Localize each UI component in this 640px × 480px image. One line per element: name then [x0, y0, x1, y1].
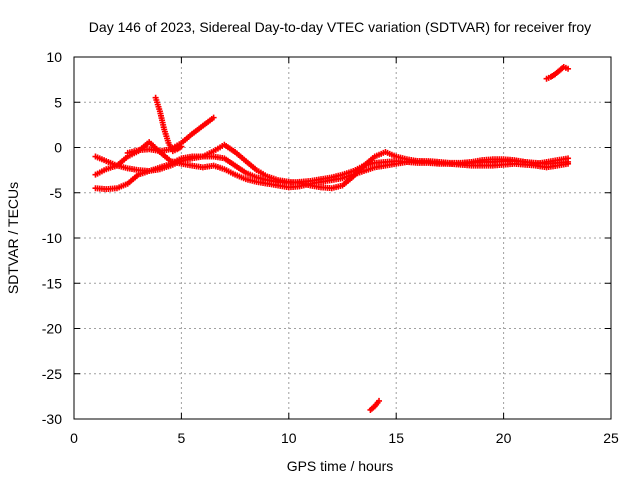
- y-tick-label: -10: [42, 230, 62, 246]
- data-point: [565, 160, 572, 167]
- tick-labels: 0 5 10 15 20 25 10 5 0 -5 -10 -15 -20 -25 -30: [42, 49, 619, 446]
- x-axis-title: GPS time / hours: [287, 458, 394, 474]
- x-tick-label: 5: [178, 430, 186, 446]
- data-point: [210, 114, 217, 121]
- series-track-f: [367, 397, 383, 413]
- x-tick-label: 10: [281, 430, 297, 446]
- y-tick-label: 0: [54, 140, 62, 156]
- y-tick-label: -25: [42, 366, 62, 382]
- x-tick-label: 25: [603, 430, 619, 446]
- y-tick-label: 10: [46, 49, 62, 65]
- y-tick-label: -30: [42, 411, 62, 427]
- data-point: [376, 397, 383, 404]
- data-points: [92, 63, 572, 413]
- chart-title: Day 146 of 2023, Sidereal Day-to-day VTE…: [89, 19, 591, 35]
- y-axis-title: SDTVAR / TECUs: [5, 182, 21, 294]
- data-point: [565, 155, 572, 162]
- y-tick-label: -5: [50, 185, 63, 201]
- data-point: [178, 143, 185, 150]
- y-tick-label: 5: [54, 94, 62, 110]
- data-point: [565, 65, 572, 72]
- x-tick-label: 15: [388, 430, 404, 446]
- y-tick-label: -15: [42, 275, 62, 291]
- series-track-c: [92, 139, 572, 191]
- grid-lines: [74, 57, 611, 419]
- x-tick-label: 0: [70, 430, 78, 446]
- y-tick-label: -20: [42, 321, 62, 337]
- series-track-e: [152, 94, 185, 155]
- x-tick-label: 20: [496, 430, 512, 446]
- axis-ticks: [73, 56, 612, 420]
- series-track-g: [543, 63, 572, 82]
